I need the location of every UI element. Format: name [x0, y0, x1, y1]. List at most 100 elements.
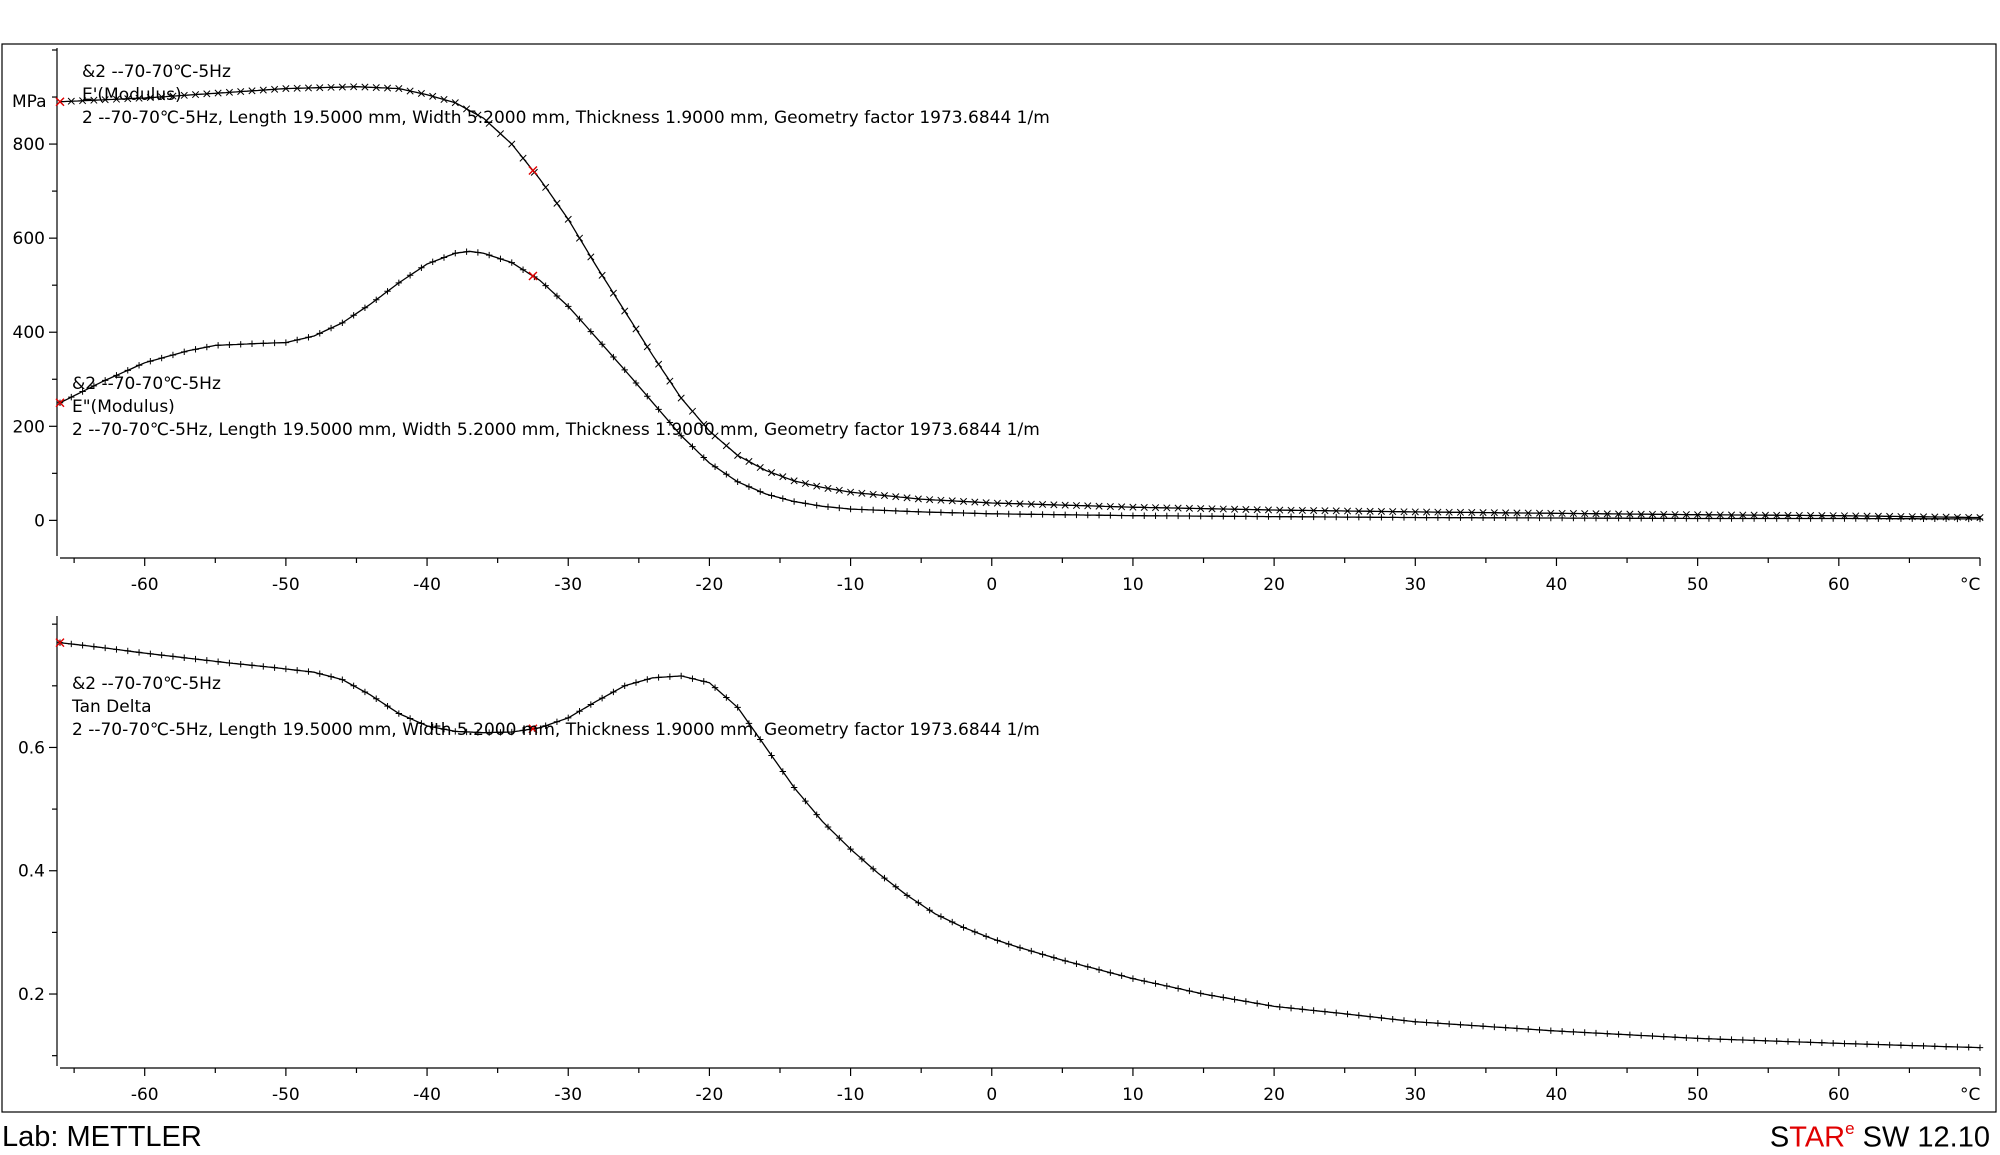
series-marker	[113, 646, 120, 653]
series-marker	[1434, 508, 1442, 516]
series-marker	[858, 489, 866, 497]
series-marker	[1265, 1002, 1272, 1009]
series-line	[59, 642, 1981, 1049]
series-marker	[1220, 513, 1227, 520]
series-marker	[1479, 514, 1487, 521]
series-marker	[90, 96, 98, 104]
series-marker	[124, 95, 132, 103]
x-tick-label: -40	[413, 575, 441, 595]
series-marker	[813, 482, 821, 490]
series-marker	[1457, 514, 1464, 521]
series-marker	[1411, 508, 1419, 516]
series-marker	[1592, 514, 1600, 522]
series-marker	[463, 105, 471, 113]
series-marker	[1445, 508, 1453, 516]
series-marker	[858, 506, 866, 513]
series-marker	[734, 704, 741, 711]
series-marker	[192, 655, 199, 663]
series-marker	[440, 95, 448, 104]
series-marker	[451, 99, 459, 107]
series-marker	[666, 673, 674, 680]
y-tick-label: 400	[13, 323, 45, 343]
series-marker	[1174, 985, 1182, 992]
series-marker	[508, 140, 516, 148]
x-tick-label: -20	[696, 1085, 724, 1105]
series-marker	[847, 845, 854, 853]
series-marker	[429, 92, 437, 100]
series-marker	[316, 84, 324, 92]
series-marker	[869, 506, 877, 514]
series-marker	[621, 682, 628, 690]
series-marker	[1502, 514, 1509, 522]
series-marker	[226, 659, 233, 667]
software-tar: TAR	[1789, 1121, 1846, 1154]
series-marker	[1897, 515, 1905, 522]
series-marker	[1197, 512, 1204, 520]
series-marker	[1875, 515, 1882, 522]
series-marker	[1976, 515, 1984, 523]
series-marker	[1671, 1034, 1679, 1041]
series-marker	[113, 372, 120, 379]
series-marker	[1073, 960, 1080, 968]
series-marker	[327, 324, 335, 332]
series-marker	[519, 154, 527, 162]
series-marker	[881, 507, 888, 514]
series-marker	[700, 678, 707, 685]
series-marker	[1287, 513, 1295, 520]
series-marker	[406, 87, 414, 95]
series-marker	[1366, 1013, 1374, 1020]
reference-marker	[528, 271, 538, 281]
series-marker	[1716, 511, 1724, 519]
series-marker	[339, 676, 346, 683]
x-tick-label: 10	[1122, 1085, 1144, 1105]
series-marker	[779, 495, 787, 502]
series-marker	[1637, 1032, 1645, 1039]
series-marker	[418, 720, 425, 727]
series-marker	[1727, 511, 1736, 519]
series-marker	[542, 183, 550, 191]
series-marker	[1095, 512, 1103, 519]
series-marker	[1039, 500, 1047, 509]
series-marker	[892, 507, 899, 515]
series-marker	[813, 811, 820, 818]
series-marker	[1457, 1021, 1464, 1028]
series-marker	[474, 111, 482, 119]
series-marker	[1717, 1036, 1724, 1043]
series-marker	[1276, 1003, 1283, 1011]
series-marker	[1965, 515, 1972, 523]
series-marker	[1886, 1041, 1893, 1049]
series-marker	[305, 668, 312, 675]
series-marker	[485, 251, 493, 259]
series-marker	[1434, 1020, 1442, 1027]
series-marker	[124, 367, 131, 374]
series-label-line: E'(Modulus)	[82, 85, 182, 105]
series-marker	[1920, 1042, 1927, 1050]
series-marker	[1332, 507, 1340, 515]
x-tick-label: -20	[696, 575, 724, 595]
software-e: e	[1845, 1119, 1855, 1138]
series-marker	[135, 94, 143, 102]
series-marker	[553, 292, 561, 300]
series-marker	[564, 215, 572, 223]
series-marker	[361, 83, 369, 91]
series-marker	[779, 473, 787, 481]
series-marker	[1513, 514, 1521, 522]
series-marker	[790, 784, 798, 791]
x-tick-label: -50	[272, 1085, 300, 1105]
series-marker	[203, 90, 211, 98]
series-marker	[384, 288, 391, 295]
series-marker	[1626, 515, 1634, 522]
series-marker	[576, 315, 583, 323]
series-marker	[327, 673, 335, 680]
series-marker	[1378, 514, 1385, 521]
series-marker	[1050, 501, 1058, 509]
series-marker	[508, 259, 515, 266]
series-marker	[418, 264, 425, 271]
series-marker	[994, 510, 1001, 518]
series-marker	[609, 289, 617, 297]
series-marker	[1615, 515, 1622, 522]
series-marker	[937, 913, 945, 920]
series-marker	[1536, 1026, 1543, 1034]
series-marker	[1084, 511, 1091, 519]
series-marker	[282, 85, 290, 93]
